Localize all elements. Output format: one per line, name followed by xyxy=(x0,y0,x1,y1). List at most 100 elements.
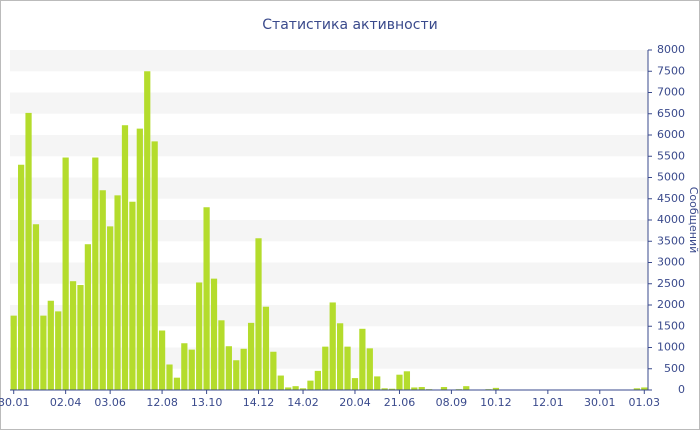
y-tick-label: 0 xyxy=(678,383,685,396)
chart-title: Статистика активности xyxy=(262,17,437,33)
bar xyxy=(440,387,448,390)
bar xyxy=(463,386,470,390)
bar xyxy=(337,323,344,390)
x-tick-label: 03.06 xyxy=(94,396,126,409)
bar xyxy=(292,386,299,390)
y-tick-label: 6000 xyxy=(657,128,685,141)
bar xyxy=(69,281,77,390)
x-tick-label: 30.01 xyxy=(0,396,29,409)
bar xyxy=(351,378,359,390)
bar xyxy=(307,380,314,390)
bar xyxy=(255,238,262,390)
x-tick-label: 01.03 xyxy=(629,396,661,409)
grid-band xyxy=(10,305,648,327)
bar xyxy=(196,282,203,390)
bar xyxy=(47,300,54,390)
bar xyxy=(374,376,381,390)
bar xyxy=(77,285,84,390)
bar xyxy=(25,112,32,391)
y-tick-label: 1000 xyxy=(657,341,685,354)
bar xyxy=(262,306,270,390)
y-tick-label: 7500 xyxy=(657,64,685,77)
x-tick-label: 14.02 xyxy=(287,396,319,409)
x-tick-label: 12.08 xyxy=(146,396,178,409)
bar xyxy=(314,370,321,390)
grid-band xyxy=(10,50,648,72)
bar xyxy=(181,343,188,390)
bar xyxy=(18,164,25,390)
bar xyxy=(366,348,373,390)
bar xyxy=(99,190,106,390)
x-tick-label: 08.09 xyxy=(436,396,468,409)
y-tick-label: 500 xyxy=(664,362,685,375)
bar xyxy=(247,322,255,390)
bar xyxy=(62,157,69,390)
bar xyxy=(151,141,158,390)
bar xyxy=(403,371,411,390)
bar xyxy=(285,387,292,390)
bar xyxy=(344,346,351,390)
bar xyxy=(144,71,151,390)
bar xyxy=(158,330,166,390)
bar xyxy=(240,348,247,390)
y-tick-label: 1500 xyxy=(657,319,685,332)
x-tick-label: 12.01 xyxy=(532,396,564,409)
x-tick-label: 02.04 xyxy=(50,396,82,409)
bar xyxy=(188,349,195,390)
bar xyxy=(418,387,425,390)
bar xyxy=(10,315,17,390)
grid-band xyxy=(10,347,648,369)
bar xyxy=(633,388,640,390)
y-tick-label: 3500 xyxy=(657,234,685,247)
bar xyxy=(173,377,181,390)
bar xyxy=(381,388,388,390)
bar xyxy=(233,360,240,390)
bar xyxy=(92,157,99,390)
grid-band xyxy=(10,92,648,114)
grid-band xyxy=(10,262,648,284)
bar xyxy=(40,315,47,390)
bar xyxy=(121,125,129,390)
bar xyxy=(411,387,418,390)
x-tick-label: 20.04 xyxy=(339,396,371,409)
bar xyxy=(84,244,92,390)
bar xyxy=(203,207,210,390)
x-tick-label: 30.01 xyxy=(584,396,616,409)
y-tick-label: 6500 xyxy=(657,107,685,120)
bar xyxy=(114,195,121,390)
bar xyxy=(641,387,648,390)
bar xyxy=(277,375,284,390)
bar xyxy=(55,311,62,390)
bar xyxy=(396,374,403,390)
y-tick-label: 7000 xyxy=(657,86,685,99)
y-tick-label: 4000 xyxy=(657,213,685,226)
y-tick-label: 5000 xyxy=(657,171,685,184)
bar xyxy=(270,351,277,390)
bar xyxy=(136,128,143,390)
bar xyxy=(322,346,329,390)
bar xyxy=(492,387,500,390)
bar xyxy=(210,278,218,390)
y-axis-label: Сообщений xyxy=(687,187,700,254)
bar xyxy=(218,320,225,390)
y-tick-label: 2000 xyxy=(657,298,685,311)
bar xyxy=(388,388,396,390)
bar xyxy=(166,364,173,390)
y-tick-label: 2500 xyxy=(657,277,685,290)
grid-band xyxy=(10,177,648,199)
bar xyxy=(129,201,136,390)
bar xyxy=(225,346,232,390)
x-tick-label: 14.12 xyxy=(243,396,275,409)
bar xyxy=(329,302,336,390)
y-tick-label: 4500 xyxy=(657,192,685,205)
y-tick-label: 5500 xyxy=(657,149,685,162)
grid-band xyxy=(10,220,648,242)
x-tick-label: 13.10 xyxy=(191,396,223,409)
y-tick-label: 3000 xyxy=(657,256,685,269)
x-tick-label: 21.06 xyxy=(384,396,416,409)
bar xyxy=(359,328,366,390)
bar xyxy=(107,226,114,390)
y-tick-label: 8000 xyxy=(657,43,685,56)
bar xyxy=(299,388,307,390)
bar xyxy=(32,224,40,390)
